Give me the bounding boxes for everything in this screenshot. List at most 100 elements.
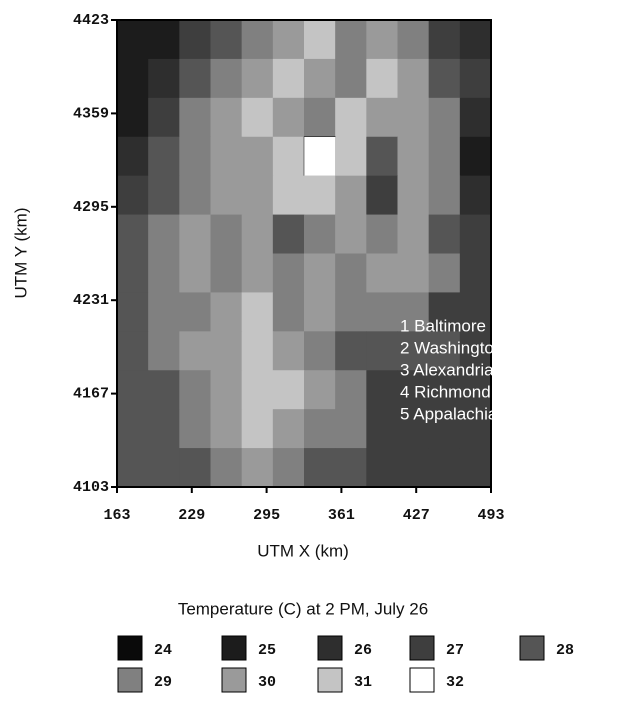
cell — [397, 253, 430, 293]
cell — [304, 448, 336, 488]
cell — [210, 292, 243, 332]
cell — [366, 370, 398, 410]
annotation: 3 Alexandria VA — [400, 360, 520, 379]
cell — [117, 214, 149, 254]
cell — [148, 20, 180, 60]
cell — [117, 20, 149, 60]
cell — [428, 97, 461, 138]
cell — [366, 97, 398, 138]
legend-label: 29 — [154, 674, 172, 691]
cell — [117, 448, 149, 488]
legend-label: 32 — [446, 674, 464, 691]
cell — [117, 331, 149, 371]
x-tick-label: 229 — [178, 507, 205, 524]
cell — [397, 448, 430, 488]
cell — [148, 58, 180, 99]
cell — [428, 20, 461, 60]
cell — [210, 136, 243, 177]
cell — [335, 175, 367, 216]
cell — [272, 331, 305, 371]
cell — [210, 214, 243, 254]
cell — [397, 331, 430, 371]
cell — [117, 175, 149, 216]
cell — [179, 175, 211, 216]
cell — [397, 136, 430, 177]
cell — [272, 58, 305, 99]
cell — [459, 175, 492, 216]
cell — [304, 331, 336, 371]
cell — [210, 20, 243, 60]
cell — [303, 136, 336, 177]
cell — [148, 97, 180, 138]
legend-swatch — [117, 667, 143, 693]
cell — [148, 175, 180, 216]
cell — [366, 136, 398, 177]
cell — [428, 448, 461, 488]
cell — [117, 253, 149, 293]
cell — [304, 409, 336, 449]
cell — [397, 97, 430, 138]
cell — [366, 175, 398, 216]
cell — [179, 292, 211, 332]
cell — [428, 136, 461, 177]
cell — [459, 331, 492, 371]
x-tick-label: 427 — [403, 507, 430, 524]
x-tick-label: 493 — [477, 507, 504, 524]
legend-label: 24 — [154, 642, 172, 659]
legend-label: 27 — [446, 642, 464, 659]
cell — [366, 214, 398, 254]
cell — [428, 409, 461, 449]
annotation: 2 Washington DC — [400, 338, 533, 357]
cell — [335, 58, 367, 99]
cell — [459, 136, 492, 177]
legend-label: 28 — [556, 642, 574, 659]
legend-swatch — [317, 635, 343, 661]
cell — [366, 253, 398, 293]
cell — [428, 253, 461, 293]
cell — [117, 370, 149, 410]
cell — [366, 292, 398, 332]
cell — [335, 448, 367, 488]
legend-swatch — [117, 635, 143, 661]
y-tick-label: 4103 — [73, 479, 109, 496]
cell — [304, 58, 336, 99]
cell — [366, 448, 398, 488]
cell — [148, 214, 180, 254]
cell — [459, 58, 492, 99]
cell — [179, 214, 211, 254]
cell — [272, 214, 305, 254]
cell — [272, 370, 305, 410]
cell — [397, 409, 430, 449]
cell — [304, 292, 336, 332]
annotation: 4 Richmond VA — [400, 382, 518, 401]
cell — [335, 136, 367, 177]
cell — [428, 175, 461, 216]
cell — [210, 331, 243, 371]
cell — [335, 331, 367, 371]
cell — [304, 214, 336, 254]
cell — [459, 253, 492, 293]
cell — [335, 214, 367, 254]
cell — [148, 331, 180, 371]
cell — [148, 136, 180, 177]
cell — [428, 214, 461, 254]
y-tick-label: 4359 — [73, 105, 109, 122]
cell — [335, 253, 367, 293]
cell — [241, 175, 274, 216]
y-tick-label: 4231 — [73, 292, 109, 309]
cell — [397, 214, 430, 254]
cell — [241, 214, 274, 254]
cell — [117, 97, 149, 138]
cell — [335, 370, 367, 410]
cell — [397, 370, 430, 410]
cell — [335, 97, 367, 138]
cell — [397, 292, 430, 332]
cell — [397, 58, 430, 99]
legend-label: 30 — [258, 674, 276, 691]
cell — [241, 409, 274, 449]
cell — [117, 292, 149, 332]
x-tick-label: 163 — [103, 507, 130, 524]
cell — [272, 97, 305, 138]
cell — [179, 20, 211, 60]
